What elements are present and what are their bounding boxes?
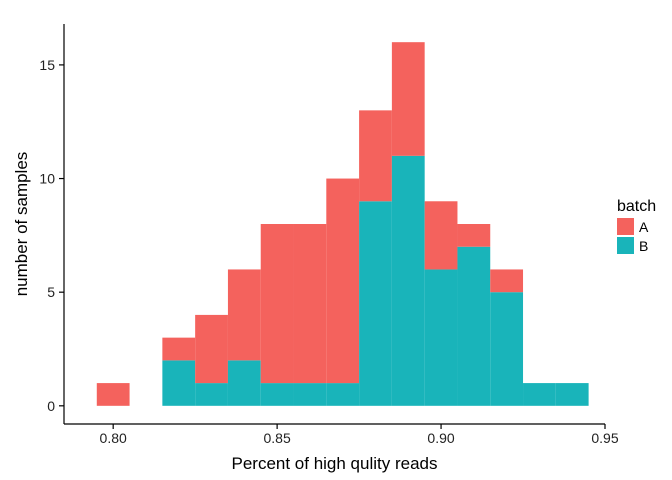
x-tick-label: 0.90 xyxy=(427,430,454,446)
bar-a-10 xyxy=(424,201,458,270)
legend-swatch-a xyxy=(617,218,634,235)
x-axis-title: Percent of high qulity reads xyxy=(231,454,437,473)
bar-b-14 xyxy=(555,383,589,406)
legend-title: batch xyxy=(617,198,656,215)
y-tick-label: 15 xyxy=(39,57,55,73)
x-tick-label: 0.80 xyxy=(100,430,127,446)
bar-a-8 xyxy=(359,110,392,202)
bar-b-2 xyxy=(162,360,196,406)
legend-label-a: A xyxy=(639,219,649,235)
bar-a-4 xyxy=(227,269,261,361)
legend-label-b: B xyxy=(639,238,648,254)
bars-layer xyxy=(96,42,589,406)
bar-b-3 xyxy=(195,383,228,406)
bar-b-12 xyxy=(490,292,524,406)
bar-a-0 xyxy=(96,383,130,406)
ticks-layer: 0.80 0.85 0.90 0.95 0 5 10 15 xyxy=(39,57,618,446)
bar-b-11 xyxy=(457,246,491,406)
bar-a-7 xyxy=(326,178,360,384)
bar-b-7 xyxy=(326,383,360,406)
y-tick-label: 0 xyxy=(47,398,55,414)
bar-b-4 xyxy=(227,360,261,406)
y-axis-title: number of samples xyxy=(12,152,31,297)
x-tick-label: 0.85 xyxy=(263,430,290,446)
bar-a-11 xyxy=(457,224,491,247)
bar-a-6 xyxy=(293,224,327,384)
bar-b-6 xyxy=(293,383,327,406)
y-tick-label: 10 xyxy=(39,171,55,187)
bar-a-2 xyxy=(162,337,196,361)
legend-swatch-b xyxy=(617,237,634,254)
y-tick-label: 5 xyxy=(47,284,55,300)
bar-a-12 xyxy=(490,269,524,293)
bar-b-10 xyxy=(424,269,458,406)
bar-b-9 xyxy=(391,155,425,406)
bar-a-5 xyxy=(260,224,294,384)
bar-a-9 xyxy=(391,42,425,156)
legend: batch A B xyxy=(617,198,656,254)
bar-b-13 xyxy=(523,383,556,406)
bar-a-3 xyxy=(195,314,228,384)
bar-b-8 xyxy=(359,201,392,406)
bar-b-5 xyxy=(260,383,294,406)
x-tick-label: 0.95 xyxy=(591,430,618,446)
